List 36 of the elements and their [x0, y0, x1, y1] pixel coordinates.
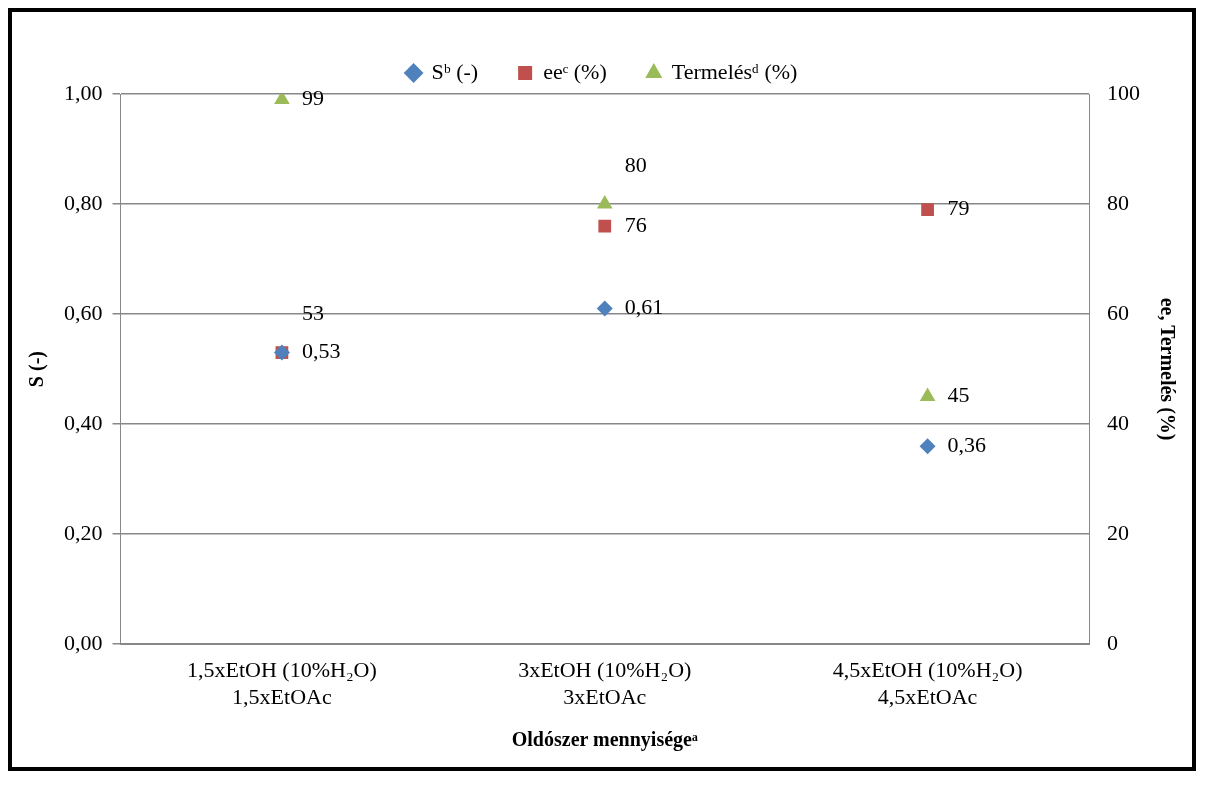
y2-tick-label: 80 — [1107, 189, 1129, 215]
data-label: 0,61 — [624, 294, 664, 320]
data-label: 79 — [947, 195, 970, 221]
y2-tick-label: 0 — [1107, 629, 1118, 655]
point — [919, 387, 936, 402]
point — [919, 438, 936, 455]
data-label: 76 — [624, 211, 647, 237]
y2-tick-label: 20 — [1107, 519, 1129, 545]
legend-label: eeᶜ (%) — [543, 58, 607, 84]
y-tick-label: 0,40 — [64, 409, 103, 435]
x-axis-title: Oldószer mennyiségeᵃ — [511, 728, 698, 752]
data-label: 80 — [624, 151, 647, 177]
data-label: 0,53 — [301, 338, 341, 364]
y2-tick-label: 40 — [1107, 409, 1129, 435]
x-tick-label: 3xEtOH (10%H₂O) 3xEtOAc — [518, 657, 692, 709]
data-label: 45 — [947, 382, 970, 408]
data-label: 99 — [301, 85, 324, 111]
y2-tick-label: 60 — [1107, 299, 1129, 325]
y-tick-label: 0,60 — [64, 299, 103, 325]
y2-axis-title: ee, Termelés (%) — [1155, 297, 1179, 441]
x-tick-label: 4,5xEtOH (10%H₂O) 4,5xEtOAc — [832, 657, 1023, 709]
y-axis-title: S (-) — [25, 351, 49, 388]
point — [921, 203, 934, 216]
y-tick-label: 0,20 — [64, 519, 103, 545]
y-tick-label: 0,00 — [64, 629, 103, 655]
y-tick-label: 1,00 — [64, 79, 103, 105]
data-label: 0,36 — [947, 431, 987, 457]
point — [596, 300, 613, 317]
point — [596, 195, 613, 209]
data-label: 53 — [301, 300, 324, 326]
legend-label: Termelésᵈ (%) — [671, 58, 798, 84]
legend-label: Sᵇ (-) — [431, 58, 479, 84]
point — [598, 219, 612, 233]
y2-tick-label: 100 — [1107, 79, 1140, 105]
y-tick-label: 0,80 — [64, 189, 103, 215]
x-tick-label: 1,5xEtOH (10%H₂O) 1,5xEtOAc — [187, 657, 377, 709]
